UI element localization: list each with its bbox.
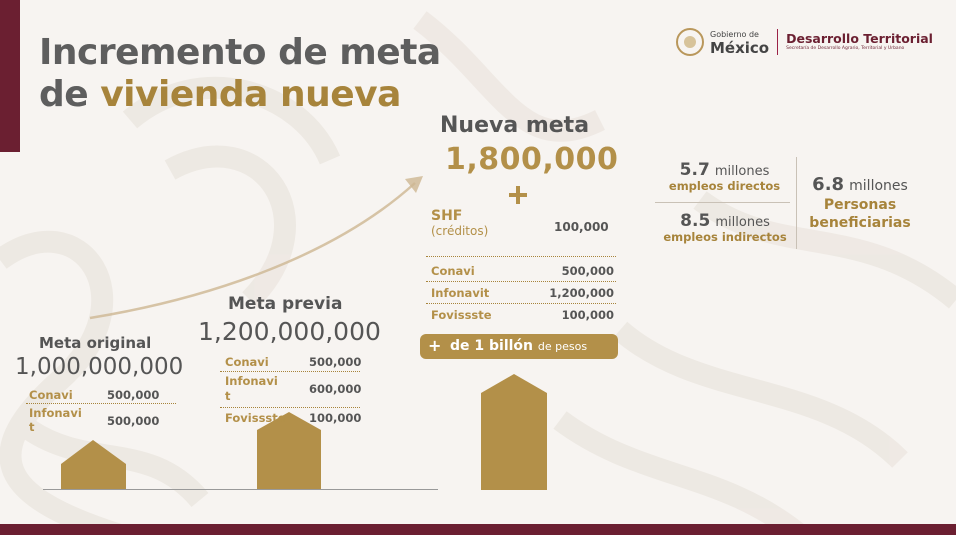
house-original [61,440,126,490]
stats-divider [655,202,790,203]
meta-previa-label: Meta previa [228,294,343,314]
baseline [43,489,438,490]
mexico-seal-icon [676,28,704,56]
page-title: Incremento de meta de vivienda nueva [39,32,441,116]
shf-row: SHF (créditos) [431,208,489,238]
nueva-meta-label: Nueva meta [440,113,590,138]
government-logo: Gobierno de México Desarrollo Territoria… [676,27,933,57]
title-highlight: vivienda nueva [100,74,401,115]
meta-previa-value: 1,200,000,000 [198,317,381,346]
logo-divider [777,29,779,55]
nueva-meta-value: 1,800,000 [445,142,619,177]
title-line-2: de vivienda nueva [39,74,401,115]
stat-empleos-indirectos: 8.5 millones empleos indirectos [663,211,787,244]
stat-empleos-directos: 5.7 millones empleos directos [668,160,781,193]
bottom-accent-bar [0,524,956,535]
left-accent-bar [0,0,20,152]
title-line-1: Incremento de meta [39,32,441,73]
meta-original-value: 1,000,000,000 [15,354,184,380]
house-previa [257,412,321,490]
meta-original-label: Meta original [39,334,152,352]
plus-icon: + [428,336,442,355]
plus-icon [509,186,527,204]
stats-vertical-divider [796,157,797,249]
stat-personas-beneficiarias: 6.8 millones Personas beneficiarias [809,174,911,231]
investment-badge: + de 1 billón de pesos [420,334,618,359]
shf-value: 100,000 [554,220,609,234]
house-nueva [481,374,547,490]
growth-arrow [89,182,416,320]
